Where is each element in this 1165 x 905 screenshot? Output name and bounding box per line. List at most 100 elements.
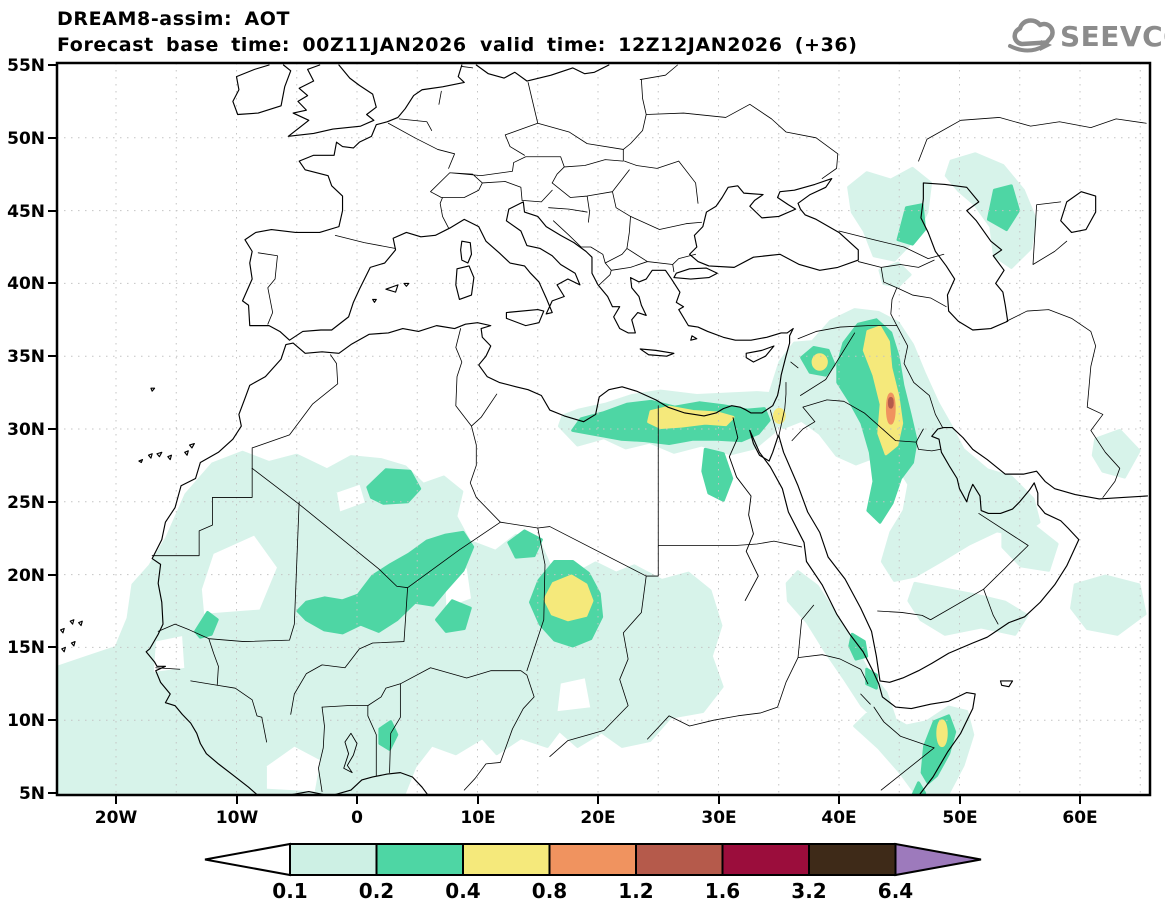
aot-region-mali-niger-02 [298,532,473,632]
legend-value-label: 6.4 [878,879,913,903]
border-burkina [262,588,408,742]
lon-tick-label: 20E [580,808,615,828]
island-sicily [506,310,543,326]
island-ibiza [373,299,377,302]
geography-layer [61,65,1148,802]
legend-value-label: 0.4 [445,879,480,903]
border-niger-chad [527,528,646,757]
legend-cell [548,843,637,876]
border-senegal-guinea [156,668,262,718]
coastline-redsea-africa [750,430,975,795]
island-sardinia [456,266,474,299]
coastline-caspian [921,183,1008,330]
coastline-aral [1061,192,1096,233]
lakes-rivers [344,417,759,772]
island-menorca [404,283,409,286]
border-iran-east [1006,202,1119,498]
coastlines [61,65,1148,802]
lon-tick-label: 40E [821,808,856,828]
legend-value-label: 0.8 [532,879,567,903]
lat-tick-label: 40N [7,274,45,294]
forecast-base-time: Forecast base time: 00Z11JAN2026 [57,34,467,56]
island-socotra [1000,681,1012,687]
lake-volta [344,733,357,772]
island-corsica [461,241,472,263]
border-iraq-saudi [827,326,943,451]
legend-cell [462,843,551,876]
island-cyprus [746,346,774,362]
cloud-arrow-icon [1008,44,1046,53]
border-france-germany [388,66,472,168]
legend-value-label: 0.2 [359,879,394,903]
aot-region-syria-04 [813,355,826,370]
legend-value-label: 3.2 [791,879,826,903]
islands-canary [139,444,194,463]
legend-cell [635,843,724,876]
aot-region-upper-egypt-02 [703,449,732,500]
border-morocco-algeria [252,355,338,469]
border-horn [647,605,934,790]
border-levant [770,333,854,441]
country-borders [152,65,1146,792]
aot-region-niger-chad-north-02 [509,531,542,557]
island-crete [640,349,674,356]
seevccc-logo: SEEVCCC [1008,18,1165,53]
aot-region-caucasus-02 [898,205,925,244]
graticule [57,63,1150,795]
island-madeira [151,388,155,391]
lat-tick-label: 20N [7,566,45,586]
border-algeria-mali [252,426,500,588]
border-turkey-east [798,267,897,338]
lat-tick-label: 50N [7,129,45,149]
lon-axis: 20W 10W 0 10E 20E 30E 40E 50E 60E [95,808,1098,828]
lon-tick-label: 60E [1062,808,1097,828]
legend-above-arrow [894,842,982,877]
coastline-black-sea [690,179,859,271]
legend-colorbar: 0.1 0.2 0.4 0.8 1.2 1.6 3.2 6.4 [204,842,982,903]
cloud-arrowhead [1040,40,1052,51]
aot-region-s-algeria-02 [368,470,420,503]
border-gulf-guinea-states [318,668,534,792]
coastline-arabia [750,428,1148,683]
legend-cell [721,843,810,876]
coastline-marmara [674,268,717,279]
aot-region-horn [855,707,973,795]
lat-tick-label: 15N [7,638,45,658]
legend-value-label: 1.6 [705,879,740,903]
legend-cell [808,843,897,876]
border-east-europe [623,65,837,203]
border-mali-mauritania [158,502,299,685]
logo-text: SEEVCCC [1060,20,1165,53]
legend-value-label: 0.1 [272,879,307,903]
legend-cell [375,843,464,876]
lon-tick-label: 10E [460,808,495,828]
coastline-britain [288,65,376,136]
axis-ticks [48,64,1081,804]
border-russia-kazakh [919,117,1147,161]
legend-cells [289,843,897,876]
river-nile [729,417,758,600]
island-mallorca [386,285,398,292]
model-title: DREAM8-assim: AOT [57,8,290,30]
aot-region-somalia-04 [938,721,946,746]
border-caucasus [839,231,946,307]
aot-region-red-sea [787,572,894,722]
lon-tick-label: 30E [701,808,736,828]
lat-tick-label: 5N [19,784,45,804]
border-iberia [258,235,395,324]
aot-region-south-arabia [909,583,1027,634]
border-wsahara-stairs [152,468,252,555]
cloud-icon [1012,18,1055,47]
aot-region-iraq-12 [889,398,892,407]
valid-time: valid time: 12Z12JAN2026 (+36) [480,34,858,56]
lon-tick-label: 0 [351,808,363,828]
lat-tick-label: 45N [7,202,45,222]
aot-region-arabian-sea [1072,576,1146,634]
legend-cell [289,843,378,876]
coastline-ireland [233,65,291,115]
aot-region-niger-east-02 [437,601,471,632]
border-central-europe [505,82,623,166]
lon-tick-label: 50E [942,808,977,828]
lat-tick-label: 35N [7,347,45,367]
